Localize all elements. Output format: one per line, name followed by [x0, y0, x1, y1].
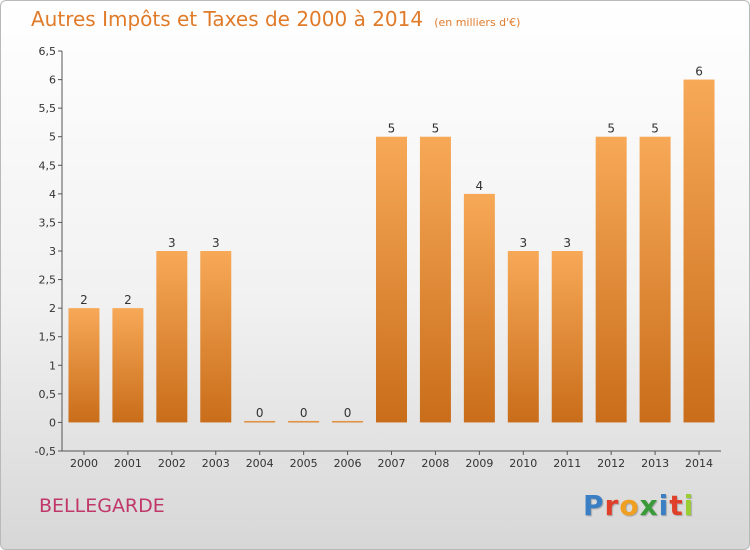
y-tick-label: 1 [49, 359, 56, 372]
x-tick-label-2000: 2000 [70, 457, 98, 470]
x-tick-label-2003: 2003 [202, 457, 230, 470]
bar-2012 [595, 136, 627, 423]
y-tick-label: 2 [49, 302, 56, 315]
bar-2010 [507, 251, 539, 423]
data-label-2006: 0 [344, 406, 352, 420]
bar-2013 [639, 136, 671, 423]
y-tick-label: 2,5 [39, 274, 57, 287]
data-label-2007: 5 [388, 122, 396, 136]
logo-letter: x [639, 489, 659, 522]
x-tick-label-2013: 2013 [641, 457, 669, 470]
data-label-2014: 6 [695, 65, 703, 79]
bar-2011 [551, 251, 583, 423]
y-tick-label: 1,5 [39, 331, 57, 344]
y-tick-label: 4,5 [39, 159, 57, 172]
chart-bars: 2 2000 2 2001 3 2002 3 2003 0 2004 0 2005 0 2006 5 2007… [68, 65, 715, 470]
data-label-2013: 5 [651, 122, 659, 136]
x-tick-label-2004: 2004 [246, 457, 274, 470]
data-label-2011: 3 [563, 236, 571, 250]
data-label-2003: 3 [212, 236, 220, 250]
bar-2008 [419, 136, 451, 423]
y-tick-label: 5 [49, 131, 56, 144]
x-tick-label-2008: 2008 [421, 457, 449, 470]
commune-name: BELLEGARDE [39, 495, 165, 517]
bar-2004 [244, 420, 276, 423]
logo-letter: i [683, 489, 695, 522]
data-label-2001: 2 [124, 293, 132, 307]
chart-title: Autres Impôts et Taxes de 2000 à 2014 (e… [31, 7, 520, 31]
bar-2006 [332, 420, 364, 423]
data-label-2004: 0 [256, 406, 264, 420]
y-tick-label: 4 [49, 188, 56, 201]
x-tick-label-2006: 2006 [334, 457, 362, 470]
chart-title-text: Autres Impôts et Taxes de 2000 à 2014 [31, 7, 424, 31]
logo-letter: i [658, 489, 670, 522]
x-tick-label-2012: 2012 [597, 457, 625, 470]
bar-2007 [376, 136, 407, 423]
x-tick-label-2009: 2009 [465, 457, 493, 470]
y-tick-label: -0,5 [35, 445, 56, 458]
bar-2005 [288, 420, 320, 423]
x-tick-label-2005: 2005 [290, 457, 318, 470]
bar-2002 [156, 251, 188, 423]
logo-letter: r [604, 489, 620, 522]
y-tick-label: 5,5 [39, 102, 57, 115]
data-label-2005: 0 [300, 406, 308, 420]
bar-2003 [200, 251, 232, 423]
data-label-2002: 3 [168, 236, 176, 250]
logo-letter: t [669, 489, 684, 522]
x-tick-label-2014: 2014 [685, 457, 713, 470]
chart-unit: (en milliers d'€) [434, 16, 521, 29]
y-tick-label: 6,5 [39, 45, 57, 58]
y-tick-label: 6 [49, 74, 56, 87]
data-label-2010: 3 [519, 236, 527, 250]
x-tick-label-2010: 2010 [509, 457, 537, 470]
x-tick-label-2011: 2011 [553, 457, 581, 470]
bar-2001 [112, 308, 144, 423]
proxiti-logo: Proxiti [583, 489, 694, 522]
logo-letter: o [619, 489, 640, 522]
x-tick-label-2007: 2007 [378, 457, 406, 470]
x-tick-label-2002: 2002 [158, 457, 186, 470]
data-label-2009: 4 [476, 179, 484, 193]
bar-2000 [68, 308, 100, 423]
y-tick-label: 0 [49, 416, 56, 429]
y-tick-label: 0,5 [39, 388, 57, 401]
data-label-2000: 2 [80, 293, 88, 307]
x-tick-label-2001: 2001 [114, 457, 142, 470]
data-label-2012: 5 [607, 122, 615, 136]
bar-2009 [463, 193, 495, 423]
y-tick-label: 3,5 [39, 216, 57, 229]
y-tick-label: 3 [49, 245, 56, 258]
logo-letter: P [583, 489, 605, 522]
bar-2014 [683, 79, 715, 423]
data-label-2008: 5 [432, 122, 440, 136]
